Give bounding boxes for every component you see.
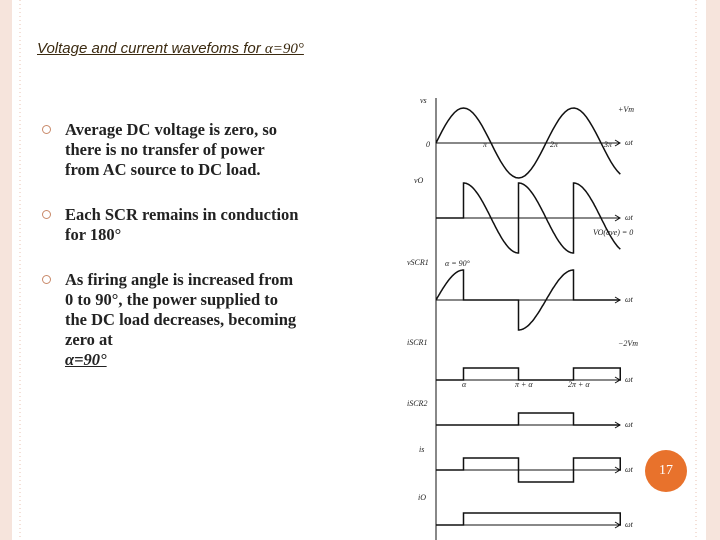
diagram-label: −2Vm [618, 339, 638, 348]
slide-title: Voltage and current wavefoms for α=90° [37, 40, 304, 58]
scr1-voltage [435, 269, 621, 331]
diagram-label: α [462, 380, 467, 389]
bullet-text: As firing angle is increased from 0 to 9… [65, 270, 297, 349]
axis-arrow [614, 214, 621, 222]
diagram-label: π [483, 140, 488, 149]
bullet-text: Each SCR remains in conduction for 180° [65, 205, 299, 244]
diagram-label: ωt [625, 213, 634, 222]
diagram-label: vSCR1 [407, 258, 429, 267]
bullet-list: Average DC voltage is zero, so there is … [40, 120, 300, 395]
waveform-diagram [435, 98, 621, 540]
diagram-label: iSCR1 [407, 338, 427, 347]
diagram-label: ωt [625, 420, 634, 429]
right-stripe [706, 0, 720, 540]
diagram-label: vO [414, 176, 424, 185]
source-voltage [435, 107, 621, 179]
page-number: 17 [645, 450, 687, 492]
diagram-label: iSCR2 [407, 399, 427, 408]
scr1-current [436, 367, 621, 381]
diagram-label: 3π [603, 140, 613, 149]
diagram-label: iO [418, 493, 426, 502]
diagram-label: VO(ave) = 0 [593, 228, 633, 237]
diagram-label: 2π + α [568, 380, 590, 389]
diagram-label: 2π [550, 140, 559, 149]
bullet: Each SCR remains in conduction for 180° [40, 205, 300, 245]
bullet-emphasis: α=90° [65, 350, 107, 369]
diagram-label: is [419, 445, 424, 454]
diagram-label: ωt [625, 375, 634, 384]
bullet-text: Average DC voltage is zero, so there is … [65, 120, 277, 179]
scr2-current [436, 412, 620, 426]
title-text: Voltage and current wavefoms for [37, 40, 265, 57]
diagram-label: ωt [625, 520, 634, 529]
left-stripe [0, 0, 12, 540]
diagram-label: ωt [625, 138, 634, 147]
source-current [436, 457, 621, 483]
output-voltage [436, 182, 621, 254]
diagram-label: 0 [426, 140, 430, 149]
diagram-label: +Vm [618, 105, 634, 114]
title-alpha: α=90° [264, 41, 304, 57]
diagram-label: vs [420, 96, 427, 105]
diagram-label: ωt [625, 295, 634, 304]
axis-arrow [614, 139, 621, 147]
output-current [436, 512, 621, 526]
diagram-label: π + α [515, 380, 533, 389]
bullet: Average DC voltage is zero, so there is … [40, 120, 300, 180]
diagram-label: α = 90° [445, 259, 471, 268]
diagram-label: ωt [625, 465, 634, 474]
bullet: As firing angle is increased from 0 to 9… [40, 270, 300, 370]
